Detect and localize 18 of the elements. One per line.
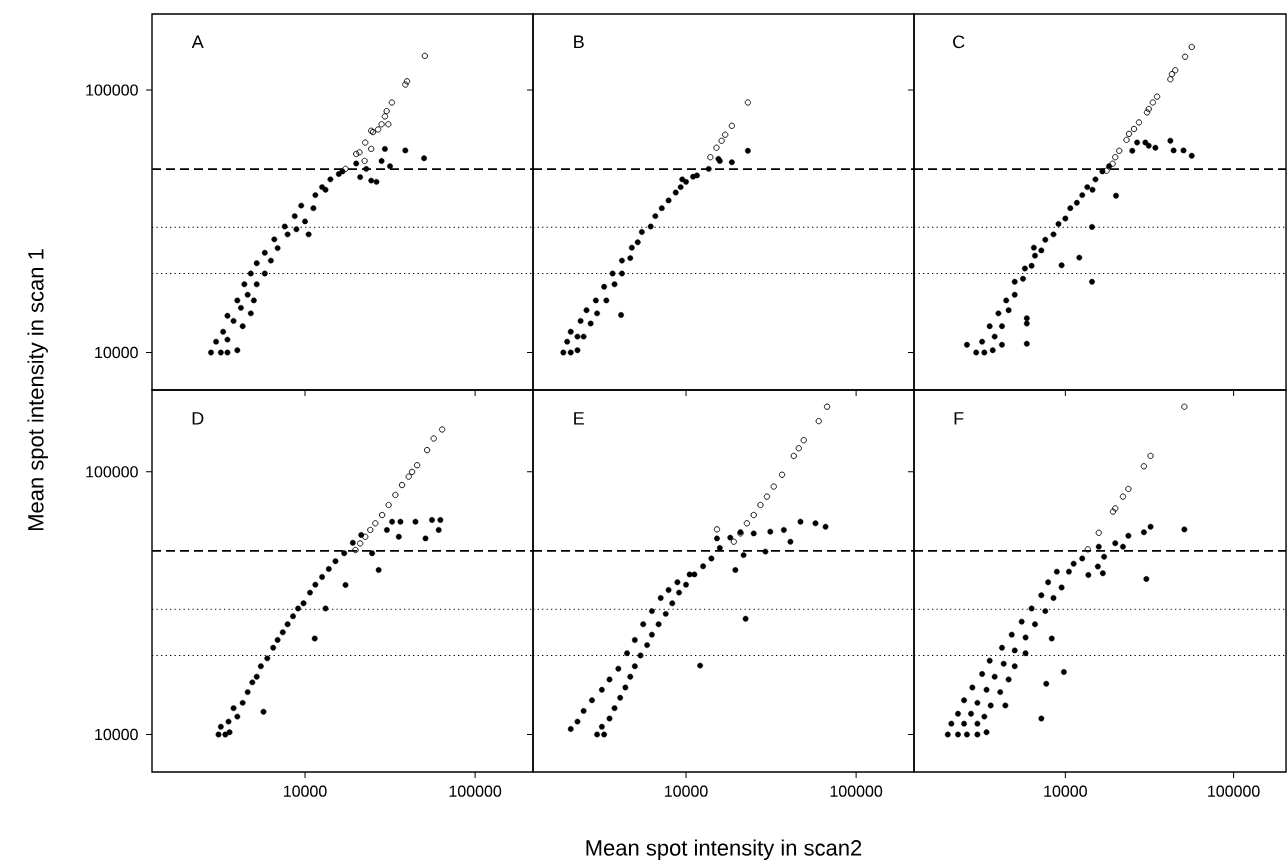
x-axis-title: Mean spot intensity in scan2 [586,839,862,861]
y-tick-label: 10000 [95,346,138,359]
y-axis-title: Mean spot intensity in scan 1 [27,249,48,531]
y-tick-label: 100000 [86,466,138,478]
x-tick-label: 100000 [1208,785,1260,797]
text: F [954,412,964,425]
x-tick-label: 100000 [830,785,883,797]
x-tick-label: 10000 [1044,785,1087,797]
text: B [574,35,584,49]
text: A [191,35,204,49]
x-tick-label: 100000 [449,785,502,797]
text: D [192,412,204,425]
x-tick-label: 10000 [665,785,708,797]
text: E [574,412,584,425]
y-tick-label: 10000 [95,728,138,741]
text: C [953,35,965,49]
x-tick-label: 10000 [284,785,327,797]
y-tick-label: 100000 [86,84,138,96]
